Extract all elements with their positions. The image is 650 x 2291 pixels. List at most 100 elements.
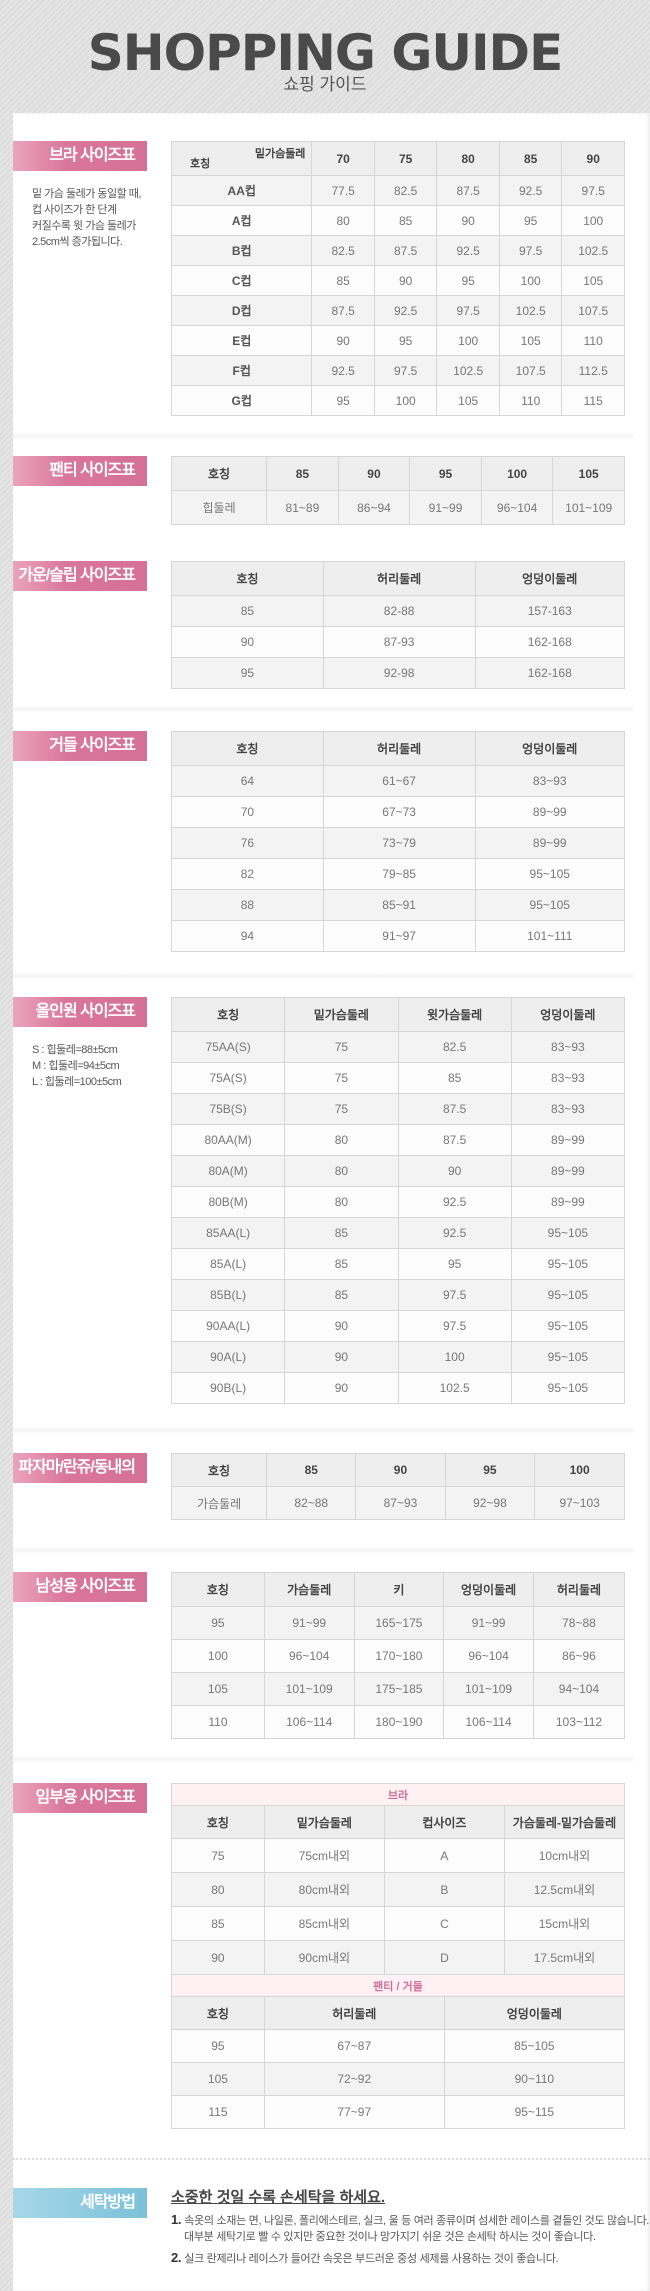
allinone-size-table: 호칭 밑가슴둘레 윗가슴둘레 엉덩이둘레 75AA(S) 75 82.5 83~93 75A(S…: [170, 997, 626, 1404]
header-row: 호칭 밑가슴둘레 윗가슴둘레 엉덩이둘레: [170, 997, 626, 1032]
table-cell: 87.5: [436, 175, 500, 206]
table-cell: 87~93: [355, 1486, 446, 1520]
column-header: 90: [355, 1453, 446, 1487]
allinone-size-label: 올인원 사이즈표: [13, 997, 147, 1027]
table-cell: 100: [561, 205, 625, 236]
table-cell: 102.5: [436, 355, 500, 386]
table-row: 90 87-93 162-168: [171, 626, 625, 658]
girdle-size-table: 호칭 허리둘레 엉덩이둘레 64 61~67 83~93 70 67~73 89~99 76 73~…: [171, 731, 625, 952]
table-cell: 12.5cm내외: [503, 1872, 626, 1907]
table-row: 95 67~87 85~105: [171, 2029, 626, 2063]
column-header: 엉덩이둘레: [474, 731, 625, 766]
row-label: 85A(L): [170, 1248, 286, 1280]
table-cell: 85: [311, 265, 375, 296]
row-label: 105: [171, 2062, 265, 2096]
table-cell: 77~97: [263, 2095, 445, 2129]
table-cell: 100: [436, 325, 500, 356]
table-cell: 85~91: [322, 889, 476, 921]
table-cell: 107.5: [561, 295, 625, 326]
table-cell: 91~99: [263, 1606, 355, 1640]
table-row: 82 79~85 95~105: [171, 858, 625, 890]
column-header: 밑가슴둘레: [263, 1805, 385, 1839]
column-header: 호칭: [170, 997, 286, 1032]
row-label: 가슴둘레: [170, 1486, 268, 1520]
table-row: 75A(S) 75 85 83~93: [170, 1062, 626, 1094]
table-row: G컵 95 100 105 110 115: [170, 385, 625, 416]
table-cell: 90: [436, 205, 500, 236]
item-text: 속옷의 소재는 면, 나일론, 폴리에스테르, 실크, 울 등 여러 종류이며 …: [184, 2215, 650, 2227]
note-line: S : 힙둘레=88±5cm: [32, 1044, 118, 1056]
table-cell: 103~112: [532, 1705, 626, 1739]
header-row: 호칭 허리둘레 엉덩이둘레: [171, 1996, 626, 2030]
table-cell: 110: [561, 325, 625, 356]
table-row: 80A(M) 80 90 89~99: [170, 1155, 626, 1187]
table-cell: 17.5cm내외: [503, 1940, 626, 1975]
item-number: 2.: [171, 2250, 182, 2265]
gown-size-label: 가운/슬립 사이즈표: [13, 561, 147, 591]
table-cell: 73~79: [322, 827, 476, 859]
table-cell: 79~85: [322, 858, 476, 890]
washing-title: 소중한 것일 수록 손세탁을 하세요.: [171, 2189, 386, 2206]
row-label: 70: [171, 796, 324, 828]
table-cell: 175~185: [353, 1672, 445, 1706]
table-cell: 81~89: [266, 490, 339, 525]
table-row: 85B(L) 85 97.5 95~105: [170, 1279, 626, 1311]
note-line: 커질수록 윗 가슴 둘레가: [32, 220, 136, 232]
table-cell: 82.5: [397, 1031, 512, 1063]
allinone-note: S : 힙둘레=88±5cm M : 힙둘레=94±5cm L : 힙둘레=10…: [32, 1042, 122, 1090]
table-cell: 86~94: [337, 490, 411, 525]
table-cell: 92.5: [311, 355, 375, 386]
maternity-panty-table: 팬티 / 거들 호칭 허리둘레 엉덩이둘레 95 67~87 85~105 105 72~92 9…: [171, 1974, 626, 2129]
table-cell: 85~105: [443, 2029, 626, 2063]
table-cell: 157-163: [474, 595, 625, 627]
row-label: 64: [171, 765, 324, 797]
table-cell: 95~105: [510, 1217, 626, 1249]
table-cell: 105: [561, 265, 625, 296]
table-cell: 180~190: [353, 1705, 445, 1739]
table-row: 85 82-88 157-163: [171, 595, 625, 627]
note-line: 컵 사이즈가 한 단계: [32, 204, 117, 216]
table-cell: 92.5: [397, 1217, 512, 1249]
table-cell: 89~99: [510, 1124, 626, 1156]
corner-bottom: 호칭: [190, 158, 211, 170]
row-label: 100: [171, 1639, 265, 1673]
column-header: 윗가슴둘레: [397, 997, 512, 1032]
table-caption: 브라: [171, 1783, 625, 1806]
row-label: 85AA(L): [170, 1217, 286, 1249]
column-header: 80: [436, 141, 500, 176]
table-cell: 83~93: [510, 1062, 626, 1094]
row-label: 85: [171, 595, 324, 627]
table-cell: 170~180: [353, 1639, 445, 1673]
table-cell: 106~114: [443, 1705, 534, 1739]
table-row: 88 85~91 95~105: [171, 889, 625, 921]
header-row: 호칭 85 90 95 100 105: [170, 456, 625, 491]
row-label: 90A(L): [170, 1341, 286, 1373]
table-row: 95 91~99 165~175 91~99 78~88: [171, 1606, 626, 1640]
row-label: 95: [171, 657, 324, 689]
table-cell: 95~105: [510, 1248, 626, 1280]
table-cell: 97.5: [498, 235, 563, 266]
table-row: D컵 87.5 92.5 97.5 102.5 107.5: [170, 295, 625, 326]
table-cell: 102.5: [561, 235, 625, 266]
row-label: 90: [171, 1940, 265, 1975]
table-cell: 87.5: [397, 1124, 512, 1156]
column-header: 호칭: [170, 1453, 268, 1487]
table-row: 105 72~92 90~110: [171, 2062, 626, 2096]
table-cell: 95: [498, 205, 563, 236]
table-row: 90 90cm내외 D 17.5cm내외: [171, 1940, 626, 1975]
note-line: M : 힙둘레=94±5cm: [32, 1060, 120, 1072]
table-cell: 80cm내외: [263, 1872, 385, 1907]
table-cell: 94~104: [532, 1672, 626, 1706]
table-cell: 92-98: [322, 657, 476, 689]
column-header: 95: [409, 456, 482, 491]
table-cell: 89~99: [510, 1186, 626, 1218]
table-cell: 101~111: [474, 920, 625, 952]
table-cell: 83~93: [474, 765, 625, 797]
table-cell: 82~88: [266, 1486, 357, 1520]
table-cell: 89~99: [474, 827, 625, 859]
table-cell: 83~93: [510, 1031, 626, 1063]
table-cell: 112.5: [561, 355, 625, 386]
table-row: 90A(L) 90 100 95~105: [170, 1341, 626, 1373]
table-cell: 75: [284, 1093, 399, 1125]
row-label: AA컵: [170, 175, 313, 206]
